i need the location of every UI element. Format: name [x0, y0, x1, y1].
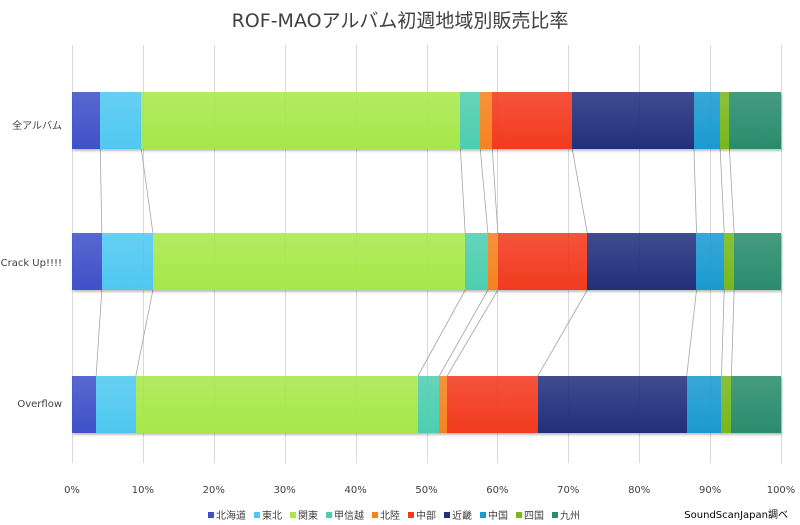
bar-segment [487, 233, 498, 290]
x-tick-label: 100% [766, 485, 796, 496]
legend-swatch-icon [552, 511, 558, 518]
stacked-bar [72, 233, 781, 290]
category-label-crack-up: Crack Up!!!! [0, 258, 62, 269]
bar-segment [696, 233, 725, 290]
bar-segment [72, 233, 102, 290]
plot-area [72, 45, 782, 463]
category-label-all-albums: 全アルバム [12, 121, 62, 132]
legend-label: 近畿 [452, 511, 472, 522]
bar-segment [492, 92, 573, 149]
legend-item: 北陸 [372, 507, 400, 522]
bar-segment [537, 376, 687, 433]
bar-segment [465, 233, 488, 290]
x-tick-label: 20% [202, 485, 225, 496]
legend-swatch-icon [444, 511, 450, 518]
legend-swatch-icon [326, 511, 332, 518]
legend-item: 近畿 [444, 507, 472, 522]
legend-swatch-icon [516, 511, 522, 518]
stacked-bar [72, 92, 781, 149]
category-label-overflow: Overflow [17, 399, 62, 410]
x-tick-label: 80% [628, 485, 651, 496]
legend-item: 北海道 [208, 507, 246, 522]
legend-swatch-icon [480, 511, 486, 518]
legend-item: 東北 [254, 507, 282, 522]
legend-item: 九州 [552, 507, 580, 522]
legend-label: 北海道 [216, 511, 246, 522]
bar-segment [135, 376, 418, 433]
legend-label: 中国 [488, 511, 508, 522]
bar-segment [587, 233, 697, 290]
bar-segment [417, 376, 440, 433]
x-tick-label: 60% [486, 485, 509, 496]
bar-segment [439, 376, 448, 433]
legend-label: 甲信越 [334, 511, 364, 522]
bar-segment [101, 233, 153, 290]
legend-item: 甲信越 [326, 507, 364, 522]
legend-label: 北陸 [380, 511, 400, 522]
x-tick-label: 40% [344, 485, 367, 496]
legend-label: 中部 [416, 511, 436, 522]
legend-label: 四国 [524, 511, 544, 522]
gridline [781, 45, 782, 463]
x-tick-label: 10% [131, 485, 155, 496]
bar-segment [731, 376, 781, 433]
legend-label: 東北 [262, 511, 282, 522]
bar-segment [729, 92, 781, 149]
legend-swatch-icon [408, 511, 414, 518]
x-tick-label: 90% [698, 485, 722, 496]
bar-segment [152, 233, 466, 290]
chart-title: ROF-MAOアルバム初週地域別販売比率 [231, 10, 569, 32]
x-tick-label: 50% [415, 485, 438, 496]
bar-segment [100, 92, 142, 149]
bar-segment [734, 233, 781, 290]
bar-segment [724, 233, 735, 290]
legend-item: 関東 [290, 507, 318, 522]
bar-segment [686, 376, 722, 433]
bar-segment [72, 92, 101, 149]
bar-segment [447, 376, 538, 433]
source-note: SoundScanJapan調べ [684, 510, 788, 521]
bar-segment [460, 92, 481, 149]
legend-swatch-icon [290, 511, 296, 518]
bar-segment [572, 92, 694, 149]
legend-swatch-icon [372, 511, 378, 518]
x-tick-label: 70% [557, 485, 580, 496]
bar-segment [721, 376, 732, 433]
legend-item: 中部 [408, 507, 436, 522]
legend-label: 関東 [298, 511, 318, 522]
bar-segment [693, 92, 721, 149]
legend-swatch-icon [254, 511, 260, 518]
legend-item: 中国 [480, 507, 508, 522]
bar-segment [72, 376, 97, 433]
bar-segment [141, 92, 461, 149]
x-tick-label: 0% [64, 485, 80, 496]
bar-segment [480, 92, 493, 149]
bar-segment [720, 92, 730, 149]
legend-label: 九州 [560, 511, 580, 522]
bar-segment [497, 233, 588, 290]
legend-swatch-icon [208, 511, 214, 518]
legend-item: 四国 [516, 507, 544, 522]
bar-segment [96, 376, 136, 433]
stacked-bar [72, 376, 781, 433]
legend: 北海道 東北 関東 甲信越 北陸 中部 近畿 中国 四国 九州 [208, 507, 580, 522]
x-tick-label: 30% [273, 485, 296, 496]
